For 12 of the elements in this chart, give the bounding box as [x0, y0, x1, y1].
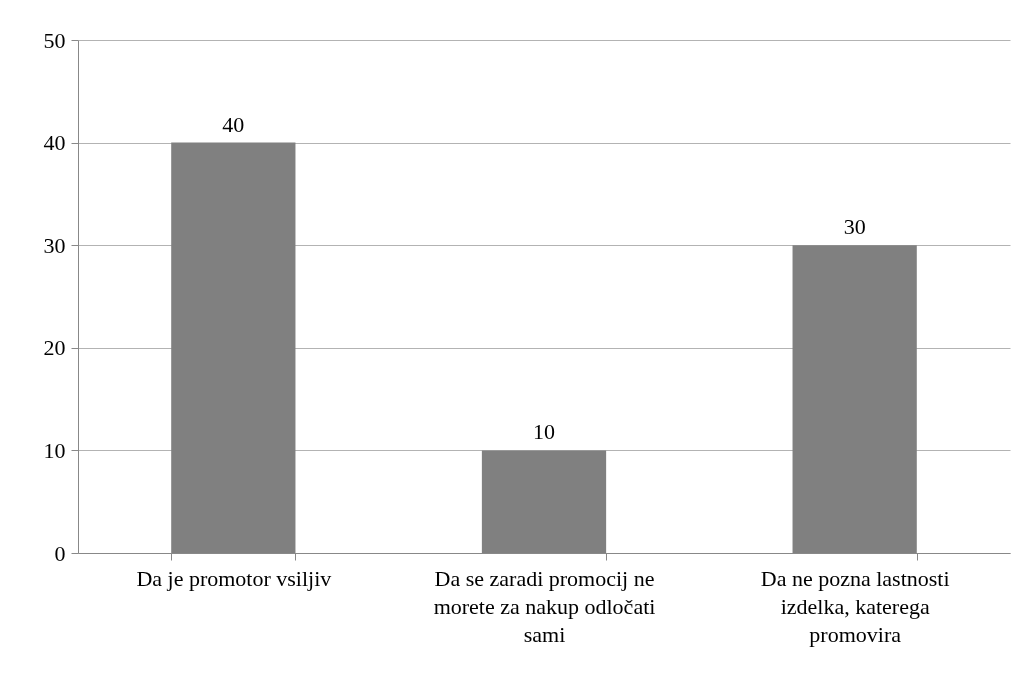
x-tick-label: Da se zaradi promocij ne morete za nakup odločati sami	[433, 565, 656, 647]
data-label: 40	[222, 111, 245, 137]
data-label: 30	[843, 214, 866, 240]
data-label: 10	[533, 419, 555, 445]
y-tick-label: 40	[43, 130, 66, 156]
x-tick-label: Da ne pozna lastnosti izdelka, katerega promovira	[760, 565, 950, 647]
y-tick-label: 10	[43, 437, 66, 463]
y-tick-label: 30	[43, 232, 66, 258]
y-tick-label: 20	[43, 335, 66, 361]
x-tick-label: Da je promotor vsiljiv	[136, 565, 332, 591]
y-tick-label: 50	[43, 27, 66, 53]
y-tick-label: 0	[54, 540, 66, 566]
